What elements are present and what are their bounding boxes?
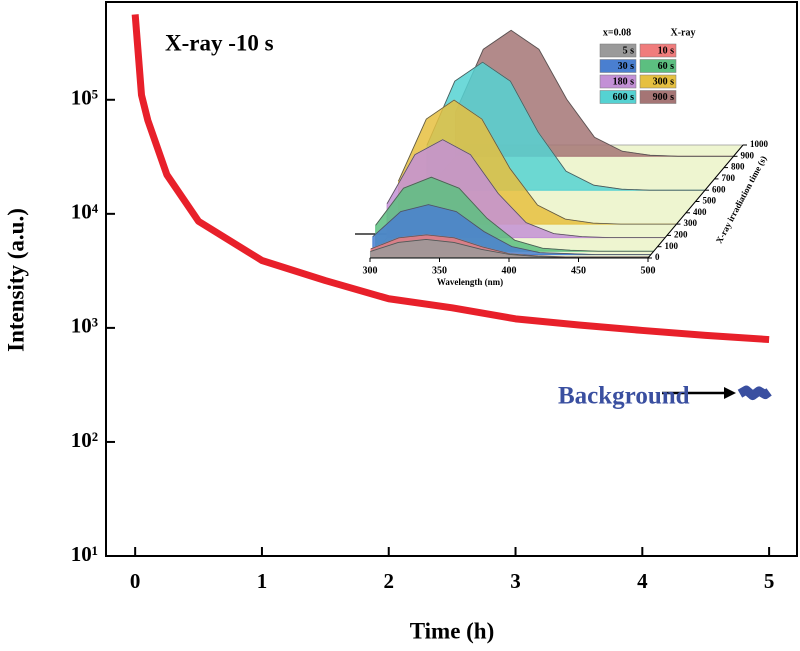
spectrum-edge [370,239,649,258]
y-tick-label: 10⁵ [71,86,98,110]
inset-z-tick-label: 600 [712,184,726,194]
arrow-head [724,387,736,399]
spectrum-edge [455,29,734,157]
annotation: X-ray -10 s [165,30,274,55]
data-line [131,14,770,344]
inset-x-tick-label: 450 [571,265,586,276]
legend-label: 300 s [653,76,675,87]
inset-z-tick-label: 100 [665,241,679,251]
legend-label: 900 s [653,92,675,103]
x-tick-label: 3 [510,569,521,593]
legend-label: 180 s [613,76,635,87]
inset-x-tick-label: 300 [363,265,378,276]
inset-x-tick-label: 350 [432,265,447,276]
inset-z-tick-label: 500 [703,196,717,206]
legend-swatch [639,90,677,104]
legend-swatch [639,59,677,73]
inset-z-tick-label: 400 [693,207,707,217]
y-tick-label: 10¹ [71,542,98,566]
inset-z-tick-label: 800 [731,162,745,172]
background-label: Background [558,383,690,410]
inset-z-tick-label: 300 [684,218,698,228]
x-axis-label: Time (h) [410,618,495,643]
legend-title: X-ray [671,27,696,38]
data-line [737,385,772,401]
x-tick-label: 2 [383,569,394,593]
spectrum-edge [398,99,677,225]
legend-swatch [599,74,637,89]
x-tick-label: 5 [764,569,775,593]
y-tick-label: 10⁴ [71,200,99,224]
spectrum-edge [370,234,649,258]
inset-x-label: Wavelength (nm) [437,277,503,287]
legend-label: 10 s [658,45,675,56]
y-axis-label: Intensity (a.u.) [3,208,28,352]
inset-z-tick-label: 0 [655,252,660,262]
x-tick-label: 0 [130,569,141,593]
legend-swatch [599,43,637,58]
inset-z-tick-label: 200 [674,229,688,239]
inset-z-tick-label: 900 [741,150,755,160]
spectrum-edge [372,204,651,256]
legend-label: 5 s [623,45,635,56]
spectrum-edge [386,139,666,239]
x-tick-label: 4 [637,569,648,593]
x-tick-label: 1 [257,569,268,593]
legend-swatch [639,74,677,89]
inset-x-tick-label: 500 [641,265,656,276]
legend-label: 600 s [613,92,635,103]
spectrum-edge [426,61,705,191]
y-tick-label: 10³ [71,314,98,338]
legend-swatch [599,90,637,104]
y-tick-label: 10² [71,428,98,452]
legend-swatch [639,43,677,58]
spectrum-edge [375,176,654,252]
inset-z-tick-label: 1000 [750,139,769,149]
legend-swatch [599,59,637,73]
legend-label: 30 s [618,61,635,72]
legend-label: 60 s [658,61,675,72]
inset-z-tick-label: 700 [722,173,736,183]
inset-x-tick-label: 400 [502,265,517,276]
inset-annotation: x=0.08 [603,27,631,38]
plot-frame [105,1,798,557]
